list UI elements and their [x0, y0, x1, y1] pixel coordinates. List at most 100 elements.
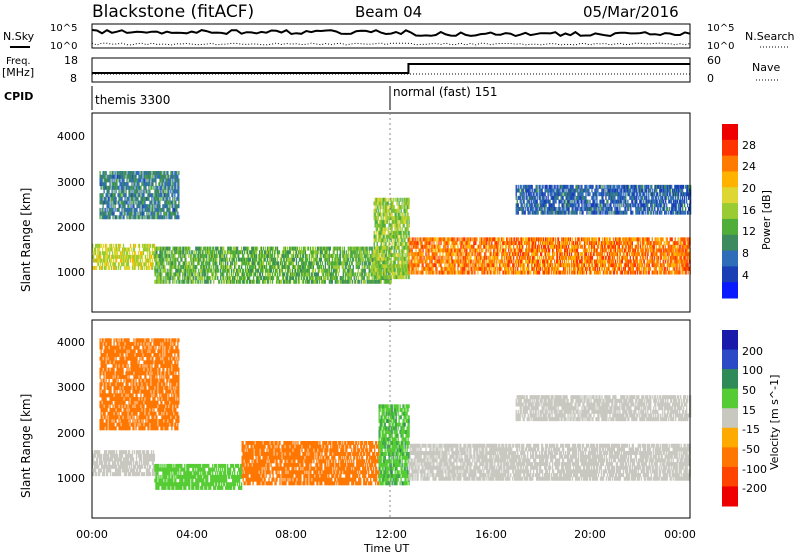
power-cell	[350, 272, 352, 277]
power-cell	[514, 241, 516, 246]
power-cell	[611, 255, 614, 260]
power-cell	[242, 272, 245, 277]
power-cell	[114, 207, 116, 212]
power-cell	[593, 248, 596, 253]
power-cell	[147, 247, 150, 252]
power-cell	[124, 174, 126, 179]
power-cell	[212, 261, 214, 266]
power-cell	[154, 246, 156, 251]
power-cell	[129, 207, 131, 212]
power-cell	[300, 265, 303, 269]
power-cell	[159, 272, 161, 277]
noise-panel: N.Sky 10^5 10^0 10^5 10^0 N.Search	[3, 23, 795, 52]
power-cell	[421, 270, 423, 275]
power-cell	[217, 268, 219, 273]
power-cell	[320, 246, 323, 251]
power-cell	[114, 251, 117, 256]
power-cell	[264, 253, 267, 258]
power-cell	[385, 256, 387, 261]
power-cell	[591, 266, 594, 271]
power-cell	[390, 197, 392, 202]
power-cell	[388, 267, 390, 272]
power-cell	[275, 268, 278, 273]
power-cell	[319, 276, 322, 281]
power-cell	[572, 270, 575, 275]
power-cell	[400, 216, 402, 221]
power-cell	[337, 246, 339, 251]
power-cell	[466, 248, 468, 253]
power-cell	[519, 270, 521, 275]
power-cell	[397, 219, 399, 224]
power-cell	[396, 271, 398, 276]
power-cell	[569, 248, 572, 253]
power-cell	[402, 260, 404, 265]
power-cell	[253, 261, 256, 266]
power-cell	[198, 279, 200, 284]
power-cell	[375, 227, 377, 232]
power-cell	[108, 215, 110, 220]
power-cell	[393, 234, 395, 239]
power-cell	[405, 256, 407, 261]
power-cell	[274, 250, 277, 255]
power-cell	[590, 241, 593, 246]
power-cell	[185, 265, 187, 269]
power-cell	[282, 279, 285, 284]
power-cell	[349, 276, 351, 281]
power-cell	[114, 174, 116, 179]
power-cell	[175, 204, 177, 209]
power-cell	[204, 265, 206, 269]
power-cell	[143, 196, 145, 201]
power-cell	[244, 276, 247, 281]
power-cell	[165, 200, 167, 205]
power-cell	[282, 246, 285, 251]
power-cell	[227, 268, 229, 273]
power-cell	[162, 182, 164, 187]
power-cell	[171, 171, 173, 176]
power-cell	[533, 259, 535, 264]
power-cell	[434, 255, 436, 260]
power-cell	[407, 275, 409, 280]
power-cell	[436, 252, 438, 257]
power-cell	[605, 241, 608, 246]
power-cell	[598, 237, 601, 242]
power-cell	[487, 263, 489, 268]
power-cell	[132, 243, 135, 248]
power-cell	[600, 255, 603, 260]
power-cell	[170, 268, 172, 273]
power-cell	[334, 279, 336, 284]
power-cell	[167, 196, 169, 201]
power-cell	[323, 268, 326, 273]
power-cell	[136, 182, 138, 187]
power-cell	[447, 244, 449, 249]
power-cell	[592, 252, 595, 257]
power-cell	[485, 252, 487, 257]
power-cell	[458, 270, 460, 275]
power-cell	[566, 263, 569, 268]
power-cell	[159, 204, 161, 209]
power-cell	[98, 258, 101, 263]
power-cell	[438, 244, 440, 249]
power-cell	[269, 265, 272, 269]
power-cell	[234, 257, 236, 262]
power-cell	[442, 259, 444, 264]
power-cell	[200, 253, 202, 258]
power-cell	[377, 256, 379, 261]
power-cell	[358, 261, 360, 266]
power-cell	[413, 255, 415, 260]
power-cell	[310, 261, 313, 266]
power-cell	[529, 259, 531, 264]
power-cell	[384, 257, 386, 262]
power-cell	[383, 208, 385, 213]
power-cell	[448, 237, 450, 242]
power-cell	[105, 178, 107, 183]
power-cell	[544, 270, 547, 275]
power-cell	[104, 196, 106, 201]
power-cell	[233, 250, 235, 255]
power-cell	[393, 219, 395, 224]
power-cell	[405, 201, 407, 206]
power-cell	[156, 207, 158, 212]
power-cell	[137, 251, 140, 256]
power-cell	[241, 265, 243, 269]
power-cell	[450, 237, 452, 242]
power-cell	[302, 257, 305, 262]
